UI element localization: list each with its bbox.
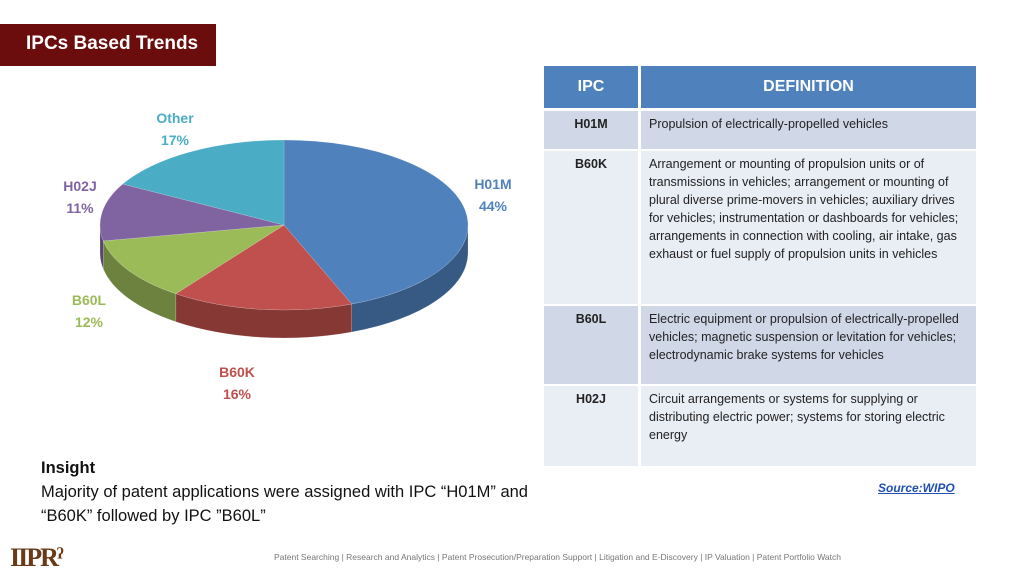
label-b60k: B60K 16% <box>219 364 255 402</box>
source-link[interactable]: Source:WIPO <box>878 481 955 495</box>
pie-slice-other <box>122 139 285 226</box>
pie-slice-b60l <box>102 224 285 295</box>
page-title: IPCs Based Trends <box>0 24 216 66</box>
definition-cell: Electric equipment or propulsion of elec… <box>639 304 979 386</box>
definition-cell: Circuit arrangements or systems for supp… <box>639 384 979 468</box>
label-h01m: H01M 44% <box>474 176 512 214</box>
insight-text: Majority of patent applications were ass… <box>41 483 528 525</box>
label-h02j: H02J 11% <box>63 178 97 216</box>
definition-cell: Propulsion of electrically-propelled veh… <box>639 109 979 151</box>
ipc-cell: B60L <box>544 304 641 386</box>
label-b60l: B60L 12% <box>71 292 107 330</box>
label-other: Other 17% <box>156 110 194 148</box>
ipc-cell: H02J <box>544 384 641 468</box>
footer-services: Patent Searching | Research and Analytic… <box>274 552 842 562</box>
ipc-cell: B60K <box>544 149 641 306</box>
iiprd-logo: IIPRˀ <box>10 543 63 572</box>
definition-cell: Arrangement or mounting of propulsion un… <box>639 149 979 306</box>
insight-heading: Insight <box>41 459 96 477</box>
pie-slice-b60k <box>175 224 353 311</box>
pie-chart <box>99 139 469 339</box>
col-definition: DEFINITION <box>639 66 979 111</box>
insight: Insight Majority of patent applications w… <box>41 456 581 528</box>
col-ipc: IPC <box>544 66 641 111</box>
ipc-definition-table: IPC DEFINITION H01M Propulsion of electric… <box>544 66 979 468</box>
pie-slice-h02j <box>99 183 285 242</box>
pie-slice-h01m <box>283 139 469 305</box>
ipc-cell: H01M <box>544 109 641 151</box>
